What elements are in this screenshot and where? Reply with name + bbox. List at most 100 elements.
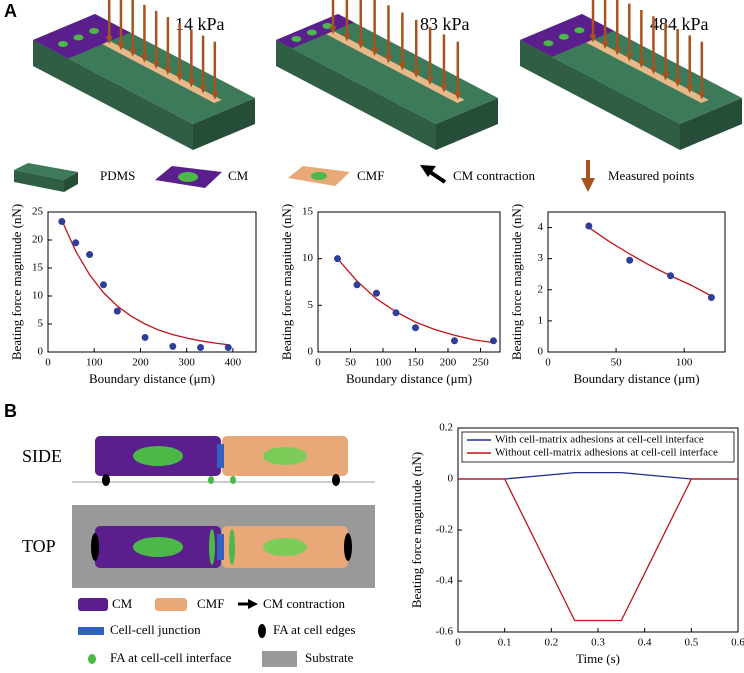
y-tick-label: 3 xyxy=(538,252,544,264)
fa-edge xyxy=(91,533,99,561)
y-tick-label: 0.2 xyxy=(439,422,453,434)
x-tick-label: 400 xyxy=(225,357,242,369)
data-point xyxy=(58,218,66,226)
legend-a: PDMS CM CMF CM contraction Measured poin… xyxy=(14,160,694,192)
legend-label: CMF xyxy=(197,596,224,611)
measure-arrow xyxy=(412,69,420,78)
y-tick-label: 0 xyxy=(308,346,314,358)
slab-side xyxy=(680,98,742,150)
x-tick-label: 150 xyxy=(407,357,424,369)
view-label: TOP xyxy=(22,536,56,556)
y-tick-label: 15 xyxy=(302,206,314,218)
x-tick-label: 100 xyxy=(86,357,103,369)
data-point xyxy=(99,281,107,289)
cell-diagram: SIDE TOP xyxy=(22,436,375,588)
x-tick-label: 0 xyxy=(455,637,461,649)
substrate-icon xyxy=(262,651,297,667)
nucleus xyxy=(263,447,307,465)
data-point xyxy=(141,333,149,341)
y-tick-label: 20 xyxy=(32,234,44,246)
pdms-icon xyxy=(64,172,78,192)
fa-interface xyxy=(209,529,215,565)
panel-label: A xyxy=(4,1,17,21)
fa-interface xyxy=(229,529,235,565)
y-tick-label: 0 xyxy=(538,346,544,358)
legend-box xyxy=(461,431,735,463)
y-axis-label: Beating force magnitude (nN) xyxy=(509,204,524,360)
x-tick-label: 50 xyxy=(611,357,623,369)
fa-edge xyxy=(344,533,352,561)
y-tick-label: 0 xyxy=(448,473,454,485)
fa-interface xyxy=(208,476,214,484)
plot-frame xyxy=(547,211,726,353)
fit-line xyxy=(588,227,712,297)
slab-top xyxy=(276,14,498,124)
cell-nucleus xyxy=(322,23,333,29)
nucleus xyxy=(133,537,183,557)
measure-arrow xyxy=(357,40,365,49)
nucleus xyxy=(133,446,183,466)
cmf-strip xyxy=(586,39,709,103)
measure-arrow xyxy=(662,72,670,81)
data-point xyxy=(451,337,458,345)
pdms-icon xyxy=(14,170,64,192)
measure-arrow xyxy=(176,73,184,82)
x-axis-label: Boundary distance (μm) xyxy=(346,371,472,386)
cell-nucleus xyxy=(291,36,302,42)
fa-icon xyxy=(311,172,327,180)
measure-arrow xyxy=(581,178,595,192)
x-tick-label: 200 xyxy=(132,357,149,369)
x-axis-label: Time (s) xyxy=(576,651,620,666)
y-axis-label: Beating force magnitude (nN) xyxy=(279,204,294,360)
x-tick-label: 0.3 xyxy=(591,637,605,649)
data-point xyxy=(197,344,205,352)
plot-frame xyxy=(47,211,257,353)
contraction-arrow xyxy=(428,170,447,184)
data-point xyxy=(113,307,121,315)
legend-label: CM xyxy=(228,168,249,183)
measure-arrow xyxy=(398,62,406,71)
slab-front xyxy=(33,40,193,150)
cell-nucleus xyxy=(574,27,585,34)
y-tick-label: -0.6 xyxy=(436,626,454,638)
legend-b: CM CMF CM contraction Cell-cell junction… xyxy=(78,596,355,667)
fa-interface xyxy=(230,476,236,484)
measure-arrow xyxy=(637,60,645,69)
legend-label: FA at cell-cell interface xyxy=(110,650,232,665)
measure-arrow xyxy=(164,67,172,76)
cmf-strip xyxy=(102,41,222,103)
data-point xyxy=(585,222,593,230)
measure-arrow xyxy=(674,79,682,88)
slab-front xyxy=(276,40,436,150)
measure-arrow xyxy=(140,54,148,63)
view-label: SIDE xyxy=(22,446,62,466)
contraction-arrow xyxy=(248,599,258,609)
data-point xyxy=(169,342,177,350)
stiffness-label: 83 kPa xyxy=(420,14,470,34)
x-tick-label: 50 xyxy=(345,357,357,369)
x-tick-label: 200 xyxy=(440,357,457,369)
fit-line xyxy=(61,220,229,346)
fa-edge-icon xyxy=(258,624,266,638)
series-line xyxy=(458,478,738,622)
cell-nucleus xyxy=(558,33,569,40)
measure-arrow xyxy=(117,42,125,51)
fa-interface-icon xyxy=(88,654,96,664)
data-point xyxy=(224,344,232,352)
y-axis-label: Beating force magnitude (nN) xyxy=(409,452,424,608)
series-line xyxy=(458,471,738,480)
x-axis-label: Boundary distance (μm) xyxy=(89,371,215,386)
data-point xyxy=(412,324,419,332)
nucleus xyxy=(263,538,307,556)
legend-label: Measured points xyxy=(608,168,694,183)
x-tick-label: 0 xyxy=(545,357,551,369)
measure-arrow xyxy=(129,48,137,57)
legend-label: With cell-matrix adhesions at cell-cell … xyxy=(495,434,704,446)
legend-label: Cell-cell junction xyxy=(110,622,201,637)
x-tick-label: 0 xyxy=(45,357,51,369)
y-tick-label: 25 xyxy=(32,206,44,218)
x-tick-label: 0.4 xyxy=(638,637,652,649)
y-tick-label: 2 xyxy=(538,283,544,295)
data-point xyxy=(490,337,497,345)
